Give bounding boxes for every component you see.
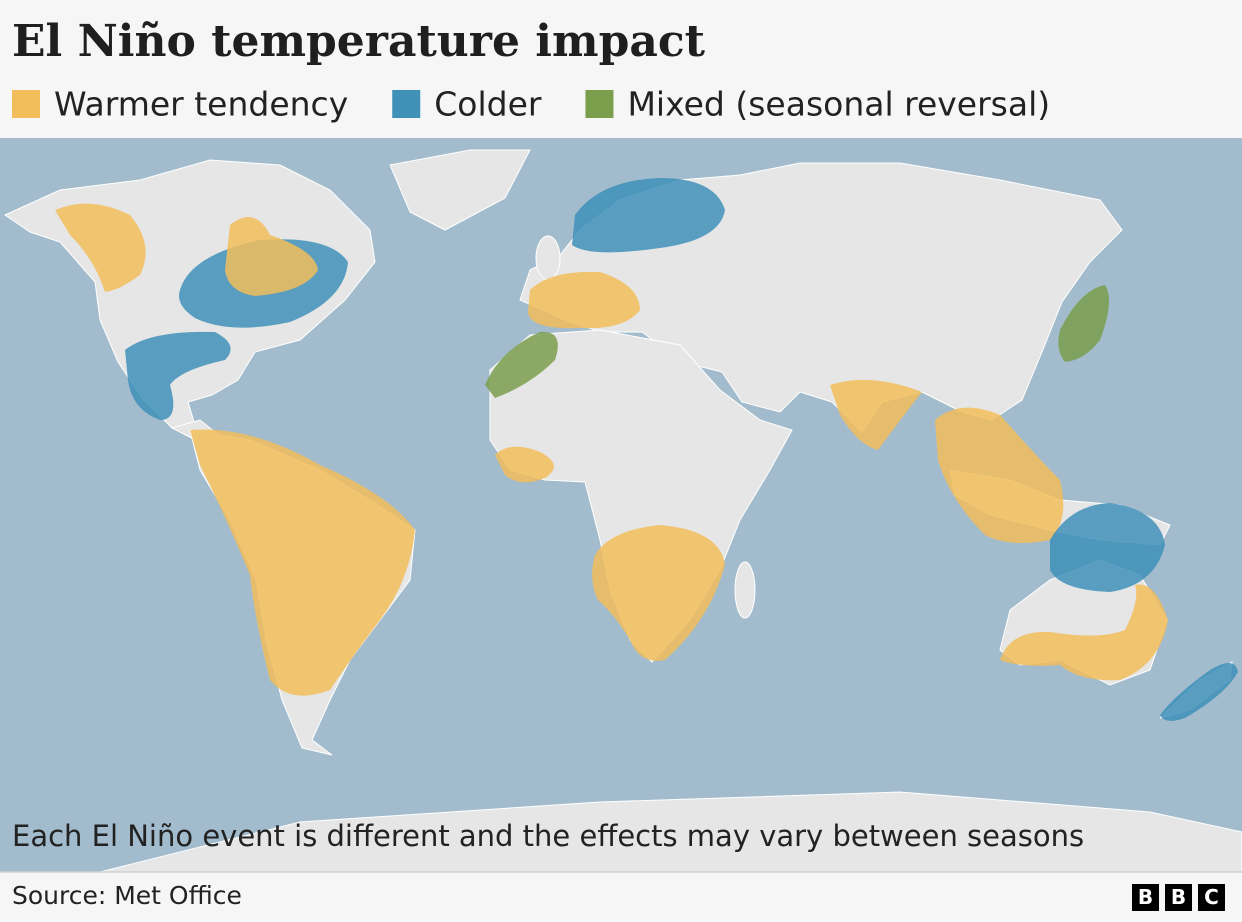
legend-label: Mixed (seasonal reversal) <box>627 85 1050 124</box>
madagascar <box>734 561 756 619</box>
note: Each El Niño event is different and the … <box>12 819 1084 853</box>
legend: Warmer tendency Colder Mixed (seasonal rev… <box>12 85 1050 124</box>
logo-letter: B <box>1138 885 1153 909</box>
region <box>592 525 725 661</box>
legend-label: Colder <box>434 85 542 124</box>
region <box>1160 662 1238 721</box>
legend-swatch <box>392 90 421 118</box>
map <box>0 138 1242 873</box>
region <box>935 407 1064 544</box>
logo-letter: B <box>1171 885 1186 909</box>
region <box>55 203 146 292</box>
logo-box <box>1165 884 1192 911</box>
header-bg <box>0 0 1242 138</box>
britain <box>535 235 561 281</box>
region <box>830 379 922 450</box>
region <box>225 217 318 296</box>
greenland <box>389 149 531 231</box>
antarctica <box>99 791 1242 873</box>
region <box>125 331 231 420</box>
legend-swatch <box>12 90 40 118</box>
region <box>485 331 558 398</box>
region <box>190 429 415 696</box>
region <box>1000 584 1168 681</box>
logo-box <box>1132 884 1159 911</box>
region <box>528 271 640 329</box>
regions <box>55 178 1238 721</box>
source: Source: Met Office <box>12 881 242 910</box>
legend-swatch <box>585 90 614 118</box>
region <box>495 446 554 483</box>
logo-box <box>1198 884 1225 911</box>
title: El Niño temperature impact <box>12 16 706 67</box>
legend-label: Warmer tendency <box>54 85 348 124</box>
region <box>1050 503 1165 592</box>
footer-bg <box>0 872 1242 922</box>
region <box>1058 285 1109 362</box>
region <box>572 178 725 253</box>
logo-letter: C <box>1204 885 1219 909</box>
